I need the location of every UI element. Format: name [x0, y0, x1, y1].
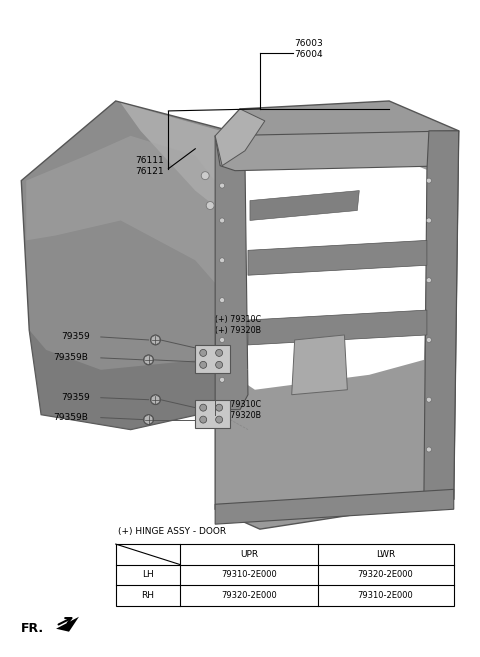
Text: (+) 79310C
(+) 79320B: (+) 79310C (+) 79320B [215, 315, 261, 335]
Bar [195, 399, 230, 428]
Circle shape [216, 361, 223, 369]
Polygon shape [26, 136, 230, 300]
Circle shape [220, 298, 225, 303]
Text: LH: LH [142, 570, 154, 579]
Polygon shape [215, 101, 459, 529]
Polygon shape [215, 136, 248, 410]
Text: 79359B: 79359B [53, 353, 88, 363]
Polygon shape [250, 191, 360, 221]
Circle shape [426, 338, 432, 342]
Text: 79310-2E000: 79310-2E000 [221, 570, 277, 579]
Polygon shape [29, 330, 225, 430]
Circle shape [200, 350, 207, 356]
Circle shape [144, 355, 154, 365]
Circle shape [426, 218, 432, 223]
Polygon shape [240, 150, 429, 390]
Circle shape [200, 361, 207, 369]
Text: 79320-2E000: 79320-2E000 [221, 591, 277, 600]
Circle shape [220, 218, 225, 223]
Circle shape [151, 395, 160, 405]
Polygon shape [292, 335, 348, 395]
Text: (+) HINGE ASSY - DOOR: (+) HINGE ASSY - DOOR [118, 527, 226, 536]
Circle shape [216, 404, 223, 411]
Text: 79359: 79359 [61, 332, 90, 342]
Text: UPR: UPR [240, 550, 258, 559]
Polygon shape [248, 310, 427, 345]
Polygon shape [424, 131, 459, 499]
Polygon shape [21, 101, 235, 430]
Text: 76003
76004: 76003 76004 [295, 39, 324, 59]
Circle shape [426, 397, 432, 402]
Circle shape [220, 338, 225, 342]
Circle shape [200, 416, 207, 423]
Polygon shape [120, 103, 233, 221]
Circle shape [220, 183, 225, 188]
Text: 79359B: 79359B [53, 413, 88, 422]
Circle shape [216, 350, 223, 356]
Polygon shape [56, 617, 79, 632]
Polygon shape [215, 109, 265, 166]
Text: 79359: 79359 [61, 393, 90, 402]
Circle shape [426, 278, 432, 283]
Text: LWR: LWR [376, 550, 395, 559]
Polygon shape [215, 489, 454, 524]
Circle shape [426, 178, 432, 183]
Bar [116, 544, 454, 606]
Text: RH: RH [142, 591, 155, 600]
Circle shape [200, 404, 207, 411]
Circle shape [426, 447, 432, 452]
Circle shape [220, 377, 225, 382]
Circle shape [151, 335, 160, 345]
Circle shape [220, 258, 225, 263]
Circle shape [216, 416, 223, 423]
Circle shape [206, 202, 214, 210]
Text: 79310-2E000: 79310-2E000 [358, 591, 414, 600]
Text: FR.: FR. [21, 622, 44, 635]
Text: 76111
76121: 76111 76121 [136, 156, 164, 176]
Polygon shape [215, 131, 459, 171]
Polygon shape [248, 240, 427, 275]
Text: 79320-2E000: 79320-2E000 [358, 570, 414, 579]
Circle shape [144, 415, 154, 424]
Bar [195, 345, 230, 373]
Circle shape [201, 171, 209, 179]
Text: (+) 79310C
(+) 79320B: (+) 79310C (+) 79320B [215, 399, 261, 420]
